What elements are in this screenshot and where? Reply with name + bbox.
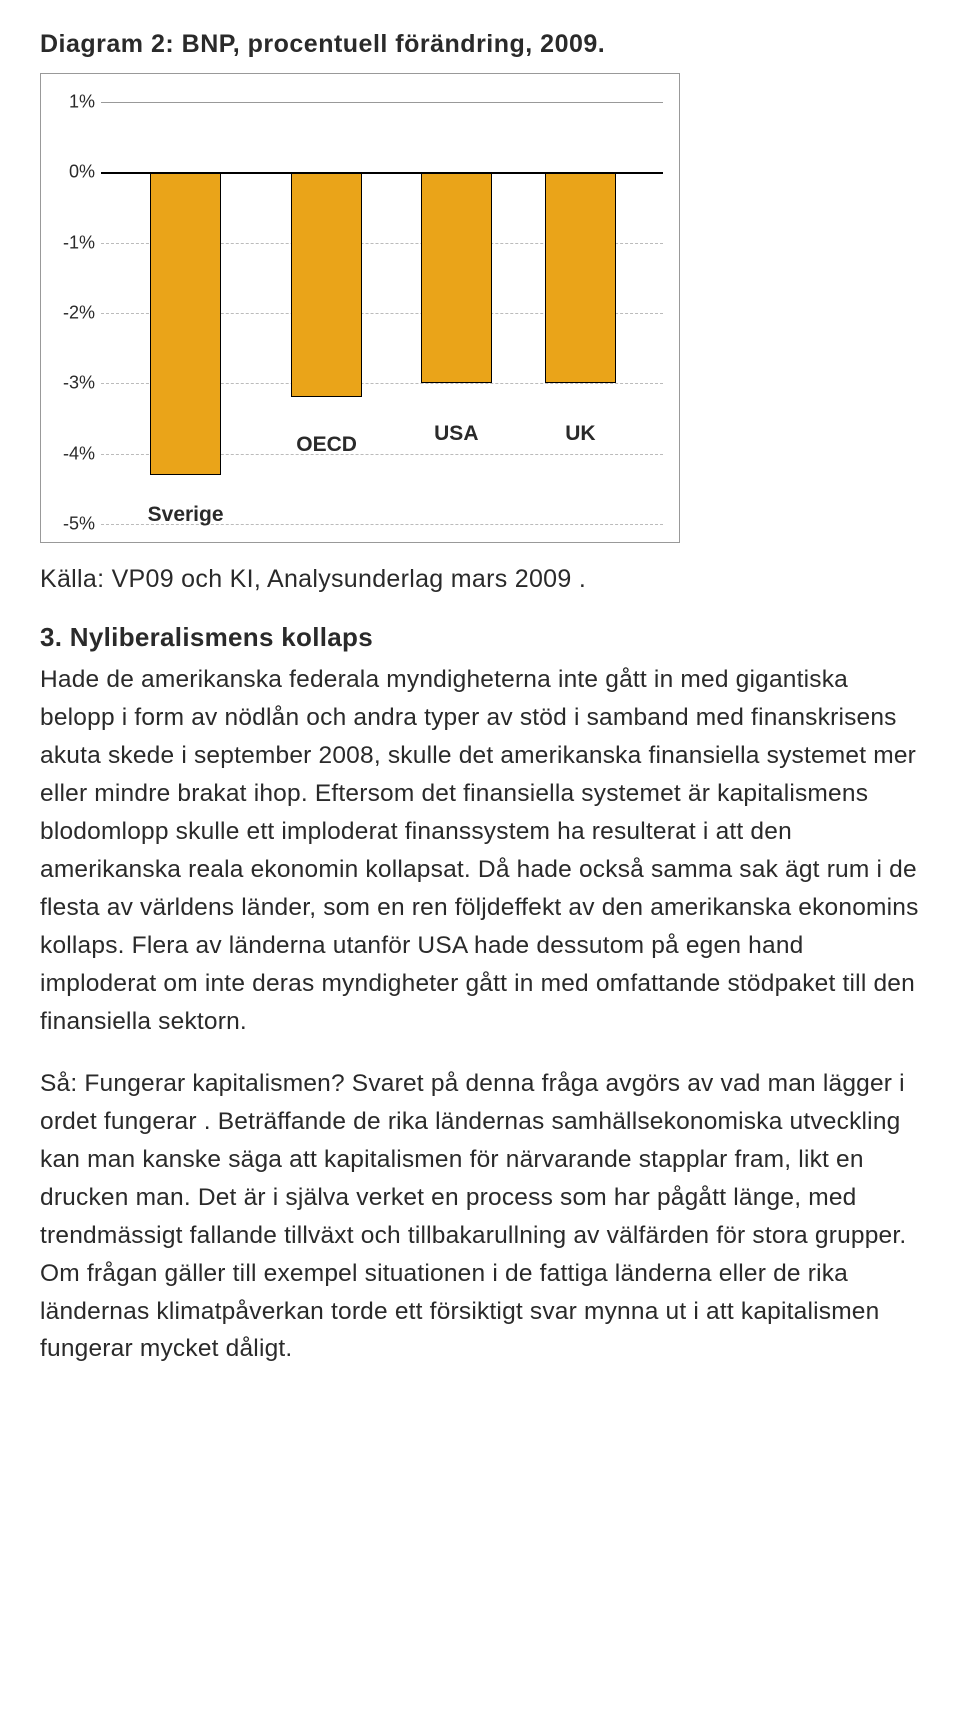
zero-line [101, 172, 663, 174]
y-tick-label: -3% [53, 373, 95, 394]
body-paragraph-1: Hade de amerikanska federala myndigheter… [40, 661, 920, 1041]
body-paragraph-2: Så: Fungerar kapitalismen? Svaret på den… [40, 1065, 920, 1369]
category-label: Sverige [148, 503, 224, 527]
y-tick-label: 1% [53, 92, 95, 113]
category-label: USA [434, 422, 478, 446]
section-heading: 3. Nyliberalismens kollaps [40, 622, 920, 653]
document-page: Diagram 2: BNP, procentuell förändring, … [0, 0, 960, 1452]
y-tick-label: -1% [53, 232, 95, 253]
category-label: OECD [296, 433, 357, 457]
y-tick-label: -2% [53, 303, 95, 324]
category-label: UK [565, 422, 595, 446]
bar-chart: 1% 0% -1% -2% -3% -4% -5% Sverige OECD USA UK [40, 73, 680, 543]
y-tick-label: -5% [53, 514, 95, 535]
chart-source: Källa: VP09 och KI, Analysunderlag mars … [40, 565, 920, 594]
chart-bar [150, 172, 221, 474]
chart-bar [421, 172, 492, 383]
y-tick-label: 0% [53, 162, 95, 183]
diagram-title: Diagram 2: BNP, procentuell förändring, … [40, 30, 920, 59]
chart-bar [291, 172, 362, 397]
plot-top-border [101, 102, 663, 103]
chart-bar [545, 172, 616, 383]
y-tick-label: -4% [53, 443, 95, 464]
